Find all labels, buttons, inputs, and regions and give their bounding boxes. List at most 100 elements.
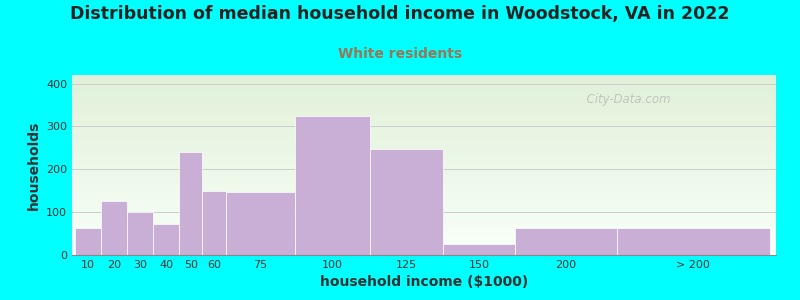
Bar <box>72 219 776 220</box>
Bar <box>72 118 776 119</box>
Bar <box>72 179 776 180</box>
Bar <box>72 101 776 102</box>
Bar <box>75 228 101 255</box>
Bar <box>72 113 776 114</box>
Bar <box>72 228 776 229</box>
Bar <box>72 79 776 80</box>
Bar <box>72 213 776 214</box>
Bar <box>72 100 776 101</box>
Bar <box>72 188 776 189</box>
Bar <box>72 201 776 202</box>
Bar <box>72 172 776 173</box>
Bar <box>72 236 776 237</box>
Bar <box>72 86 776 87</box>
Bar <box>72 108 776 109</box>
Bar <box>72 131 776 132</box>
Bar <box>72 245 776 246</box>
Bar <box>72 110 776 111</box>
Bar <box>72 125 776 126</box>
Bar <box>72 112 776 113</box>
Bar <box>72 206 776 207</box>
Bar <box>72 242 776 243</box>
Bar <box>72 75 776 76</box>
Bar <box>72 207 776 208</box>
Bar <box>72 218 776 219</box>
Bar <box>72 96 776 97</box>
Bar <box>72 150 776 151</box>
Bar <box>72 124 776 125</box>
Bar <box>72 177 776 178</box>
Bar <box>72 190 776 191</box>
Bar <box>72 253 776 254</box>
Bar <box>72 95 776 96</box>
Bar <box>72 165 776 166</box>
Bar <box>72 246 776 247</box>
Bar <box>72 117 776 118</box>
Bar <box>295 116 370 255</box>
Bar <box>72 149 776 150</box>
Bar <box>72 214 776 215</box>
Bar <box>72 215 776 216</box>
Bar <box>72 223 776 224</box>
Bar <box>72 142 776 143</box>
Bar <box>72 225 776 226</box>
Bar <box>72 94 776 95</box>
Bar <box>72 153 776 154</box>
Bar <box>72 152 776 153</box>
Bar <box>72 182 776 183</box>
Bar <box>72 226 776 227</box>
Bar <box>72 121 776 122</box>
Bar <box>72 154 776 155</box>
Bar <box>72 78 776 79</box>
Bar <box>72 195 776 196</box>
Bar <box>72 224 776 225</box>
Bar <box>72 132 776 133</box>
Text: City-Data.com: City-Data.com <box>579 93 670 106</box>
Bar <box>72 186 776 187</box>
Bar <box>72 89 776 90</box>
Bar <box>72 103 776 104</box>
Bar <box>72 144 776 145</box>
Bar <box>72 230 776 231</box>
Bar <box>72 235 776 236</box>
Bar <box>72 184 776 185</box>
Bar <box>72 127 776 128</box>
Bar <box>72 233 776 234</box>
Bar <box>72 227 776 228</box>
Bar <box>72 244 776 245</box>
Bar <box>515 228 617 255</box>
Bar <box>72 80 776 81</box>
Bar <box>72 133 776 134</box>
Bar <box>72 77 776 78</box>
Bar <box>72 191 776 192</box>
Bar <box>72 237 776 238</box>
Bar <box>72 128 776 129</box>
Bar <box>72 107 776 108</box>
Bar <box>72 210 776 211</box>
Bar <box>72 106 776 107</box>
Bar <box>72 115 776 116</box>
Bar <box>72 249 776 250</box>
Bar <box>72 102 776 103</box>
Bar <box>72 143 776 144</box>
Bar <box>72 243 776 244</box>
Bar <box>72 159 776 160</box>
Bar <box>72 92 776 93</box>
Bar <box>72 138 776 139</box>
Bar <box>72 114 776 115</box>
Bar <box>72 160 776 161</box>
Bar <box>72 99 776 100</box>
Bar <box>72 123 776 124</box>
Bar <box>202 191 226 255</box>
Bar <box>72 252 776 253</box>
Bar <box>72 161 776 162</box>
Bar <box>72 168 776 169</box>
Bar <box>72 250 776 251</box>
Bar <box>72 231 776 232</box>
Bar <box>72 234 776 235</box>
Bar <box>72 254 776 255</box>
Bar <box>72 84 776 85</box>
Bar <box>72 180 776 181</box>
Bar <box>72 202 776 203</box>
Bar <box>127 212 153 255</box>
